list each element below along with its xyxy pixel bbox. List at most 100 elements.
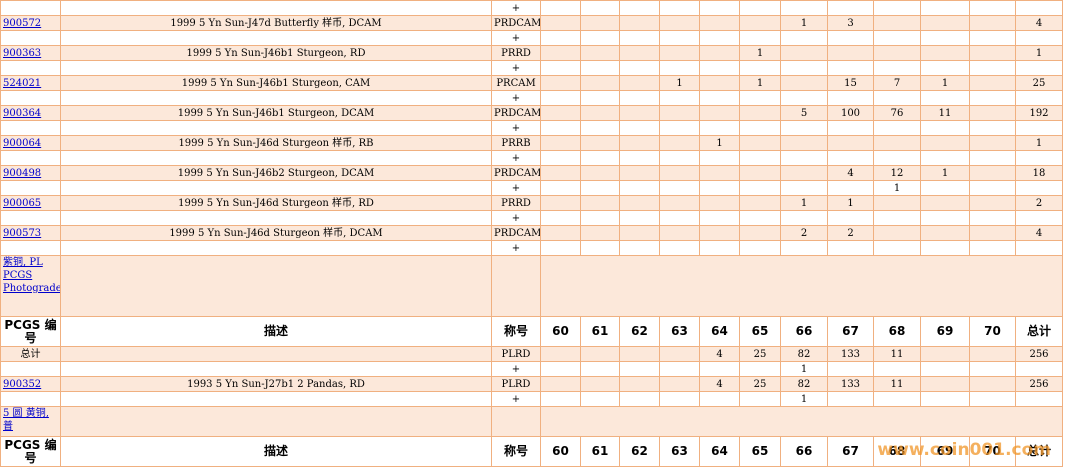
header-cell: 描述 — [60, 316, 492, 347]
table-cell: PLRD — [491, 346, 541, 362]
table-cell — [920, 180, 970, 196]
table-cell — [619, 105, 660, 121]
table-cell — [60, 180, 492, 196]
table-cell — [540, 120, 581, 136]
header-cell: 61 — [580, 316, 620, 347]
table-cell — [780, 30, 828, 46]
coin-id-link[interactable]: 900572 — [3, 17, 42, 29]
table-cell: 3 — [827, 15, 874, 31]
table-cell — [739, 361, 781, 377]
table-cell — [580, 210, 620, 226]
table-cell — [580, 0, 620, 16]
table-cell — [619, 45, 660, 61]
table-cell — [969, 361, 1016, 377]
table-cell — [739, 15, 781, 31]
header-cell: 65 — [739, 316, 781, 347]
table-cell: 1 — [780, 15, 828, 31]
table-cell — [780, 90, 828, 106]
table-row: + — [0, 60, 1063, 76]
table-cell: 1999 5 Yn Sun-J46d Sturgeon 样币, DCAM — [60, 225, 492, 241]
table-cell — [920, 15, 970, 31]
section-link[interactable]: 5 圆 黄铜, 普 — [3, 408, 49, 432]
table-cell — [659, 376, 700, 392]
table-cell — [580, 346, 620, 362]
table-cell: 524021 — [0, 75, 61, 91]
table-cell — [540, 195, 581, 211]
table-cell: 1999 5 Yn Sun-J46b2 Sturgeon, DCAM — [60, 165, 492, 181]
table-cell — [580, 75, 620, 91]
table-cell — [920, 120, 970, 136]
header-cell: 称号 — [491, 436, 541, 467]
table-cell: 1 — [659, 75, 700, 91]
coin-id-link[interactable]: 900498 — [3, 167, 42, 179]
table-row: 5 圆 黄铜, 普 — [0, 406, 1063, 437]
table-cell — [873, 361, 921, 377]
table-cell — [540, 225, 581, 241]
table-cell — [780, 165, 828, 181]
table-cell — [920, 195, 970, 211]
table-cell — [580, 361, 620, 377]
table-cell: PRDCAM — [491, 15, 541, 31]
header-cell: 62 — [619, 316, 660, 347]
table-cell: 1 — [1015, 45, 1063, 61]
table-cell — [699, 105, 740, 121]
table-cell — [780, 75, 828, 91]
table-cell — [1015, 120, 1063, 136]
table-cell: 900573 — [0, 225, 61, 241]
table-cell — [780, 150, 828, 166]
table-cell: 4 — [699, 346, 740, 362]
table-cell — [540, 135, 581, 151]
table-cell — [920, 135, 970, 151]
table-row: 900064 1999 5 Yn Sun-J46d Sturgeon 样币, RB… — [0, 135, 1063, 151]
table-cell: 4 — [699, 376, 740, 392]
table-cell — [60, 361, 492, 377]
table-cell: 1 — [739, 45, 781, 61]
coin-id-link[interactable]: 900352 — [3, 378, 42, 390]
table-cell — [873, 120, 921, 136]
table-cell: 2 — [827, 225, 874, 241]
table-cell: PRDCAM — [491, 105, 541, 121]
table-cell — [659, 346, 700, 362]
coin-id-link[interactable]: 900363 — [3, 47, 42, 59]
table-cell: 5 — [780, 105, 828, 121]
table-cell — [699, 165, 740, 181]
coin-id-link[interactable]: 900064 — [3, 137, 42, 149]
table-cell — [739, 135, 781, 151]
coin-id-link[interactable]: 900364 — [3, 107, 42, 119]
table-row: PCGS 编号 描述 称号 60 61 62 63 64 65 66 67 68 69 70 总计 — [0, 436, 1063, 467]
table-cell — [619, 30, 660, 46]
table-cell — [0, 240, 61, 256]
table-cell: PLRD — [491, 376, 541, 392]
table-cell — [619, 195, 660, 211]
header-cell: 67 — [827, 316, 874, 347]
table-cell — [1015, 0, 1063, 16]
table-row: +1 — [0, 391, 1063, 407]
table-row: +1 — [0, 180, 1063, 196]
section-link[interactable]: 紫铜, PL PCGS Photograde — [3, 257, 61, 294]
table-cell — [969, 376, 1016, 392]
table-cell — [60, 120, 492, 136]
table-cell — [873, 150, 921, 166]
table-cell — [739, 195, 781, 211]
table-cell — [580, 45, 620, 61]
coin-id-link[interactable]: 900573 — [3, 227, 42, 239]
table-cell: PRRD — [491, 45, 541, 61]
table-cell: + — [491, 391, 541, 407]
table-cell: 2 — [780, 225, 828, 241]
coin-id-link[interactable]: 900065 — [3, 197, 42, 209]
table-cell — [540, 210, 581, 226]
table-cell — [580, 376, 620, 392]
table-cell — [920, 45, 970, 61]
table-cell — [0, 0, 61, 16]
table-cell: 1999 5 Yn Sun-J47d Butterfly 样币, DCAM — [60, 15, 492, 31]
table-cell — [920, 346, 970, 362]
header-cell: PCGS 编号 — [0, 316, 61, 347]
empty-cell — [60, 406, 492, 437]
table-cell — [540, 105, 581, 121]
table-cell — [0, 210, 61, 226]
coin-id-link[interactable]: 524021 — [3, 77, 42, 89]
table-cell — [659, 210, 700, 226]
table-cell — [699, 361, 740, 377]
